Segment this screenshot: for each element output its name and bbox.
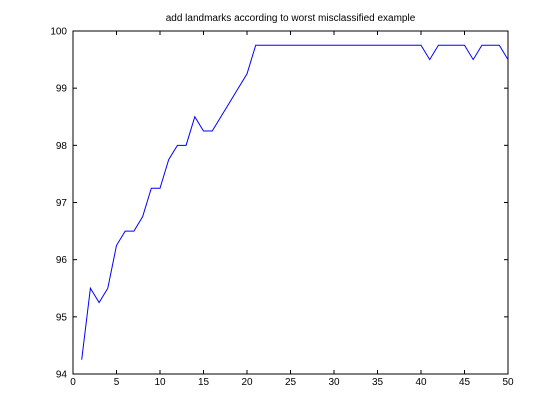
- x-tick-label: 45: [459, 377, 471, 388]
- x-tick-label: 25: [285, 377, 297, 388]
- y-tick-label: 95: [56, 312, 68, 323]
- x-tick-label: 15: [198, 377, 210, 388]
- x-tick-label: 35: [372, 377, 384, 388]
- x-tick-label: 5: [114, 377, 120, 388]
- y-tick-label: 94: [56, 370, 68, 381]
- y-tick-label: 98: [56, 141, 68, 152]
- y-tick-label: 100: [50, 27, 67, 38]
- y-tick-label: 96: [56, 255, 68, 266]
- x-tick-label: 40: [415, 377, 427, 388]
- plot-frame: [73, 31, 508, 374]
- x-tick-label: 0: [70, 377, 76, 388]
- series-line: [82, 45, 508, 359]
- y-tick-label: 99: [56, 84, 68, 95]
- x-tick-label: 20: [241, 377, 253, 388]
- x-tick-label: 50: [502, 377, 514, 388]
- y-tick-label: 97: [56, 198, 68, 209]
- x-tick-label: 30: [328, 377, 340, 388]
- x-tick-label: 10: [154, 377, 166, 388]
